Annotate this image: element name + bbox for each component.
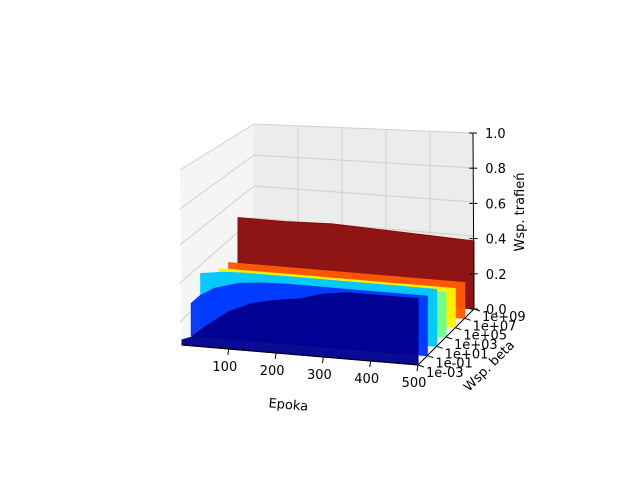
series-surface-1e-03 — [181, 292, 419, 366]
z-axis-line — [472, 132, 475, 310]
x-tick-mark — [227, 348, 230, 356]
z-tick-label: 0.4 — [486, 233, 507, 248]
x-tick-label: 400 — [354, 372, 379, 387]
x-tick-mark — [369, 360, 372, 368]
y-tick-mark — [464, 317, 471, 321]
x-tick-label: 100 — [212, 360, 237, 375]
z-tick-label: 1.0 — [485, 127, 506, 142]
x-tick-mark — [274, 352, 277, 360]
grid-line — [253, 154, 474, 169]
grid-line — [253, 217, 474, 237]
grid-line — [253, 185, 474, 203]
z-tick-label: 0.6 — [485, 197, 506, 212]
grid-line — [179, 185, 255, 246]
y-tick-label: 1e+03 — [454, 338, 498, 353]
x-tick-label: 300 — [307, 368, 332, 383]
x-tick-mark — [416, 364, 419, 372]
surface-series — [181, 217, 475, 366]
grid-line — [253, 123, 474, 134]
y-tick-mark — [417, 364, 425, 368]
y-tick-mark — [455, 327, 462, 331]
z-tick-label: 0.0 — [486, 303, 507, 318]
y-tick-label: 1e+05 — [463, 329, 507, 344]
grid-line — [179, 154, 255, 210]
y-tick-mark — [436, 345, 443, 349]
y-tick-label: 1e+01 — [445, 347, 489, 362]
grid-line — [179, 123, 255, 171]
y-tick-mark — [445, 336, 453, 340]
x-ticks: 100 200 300 400 500 — [212, 348, 427, 391]
y-tick-label: 1e-03 — [426, 366, 464, 381]
z-tick-label: 0.2 — [486, 268, 507, 283]
z-ticks: 0.0 0.2 0.4 0.6 0.8 1.0 — [469, 127, 507, 318]
z-axis-title: Wsp. trafień — [513, 173, 528, 252]
x-tick-label: 500 — [402, 376, 427, 391]
x-axis-line — [181, 344, 419, 366]
y-tick-label: 1e+07 — [473, 319, 517, 334]
x-axis-title: Epoka — [268, 396, 309, 414]
y-tick-label: 1e-01 — [435, 357, 473, 372]
x-tick-mark — [321, 356, 324, 364]
z-tick-label: 0.8 — [485, 162, 506, 177]
x-tick-label: 200 — [260, 364, 285, 379]
y-tick-mark — [427, 355, 434, 359]
y-tick-label: 1e+09 — [482, 310, 526, 325]
